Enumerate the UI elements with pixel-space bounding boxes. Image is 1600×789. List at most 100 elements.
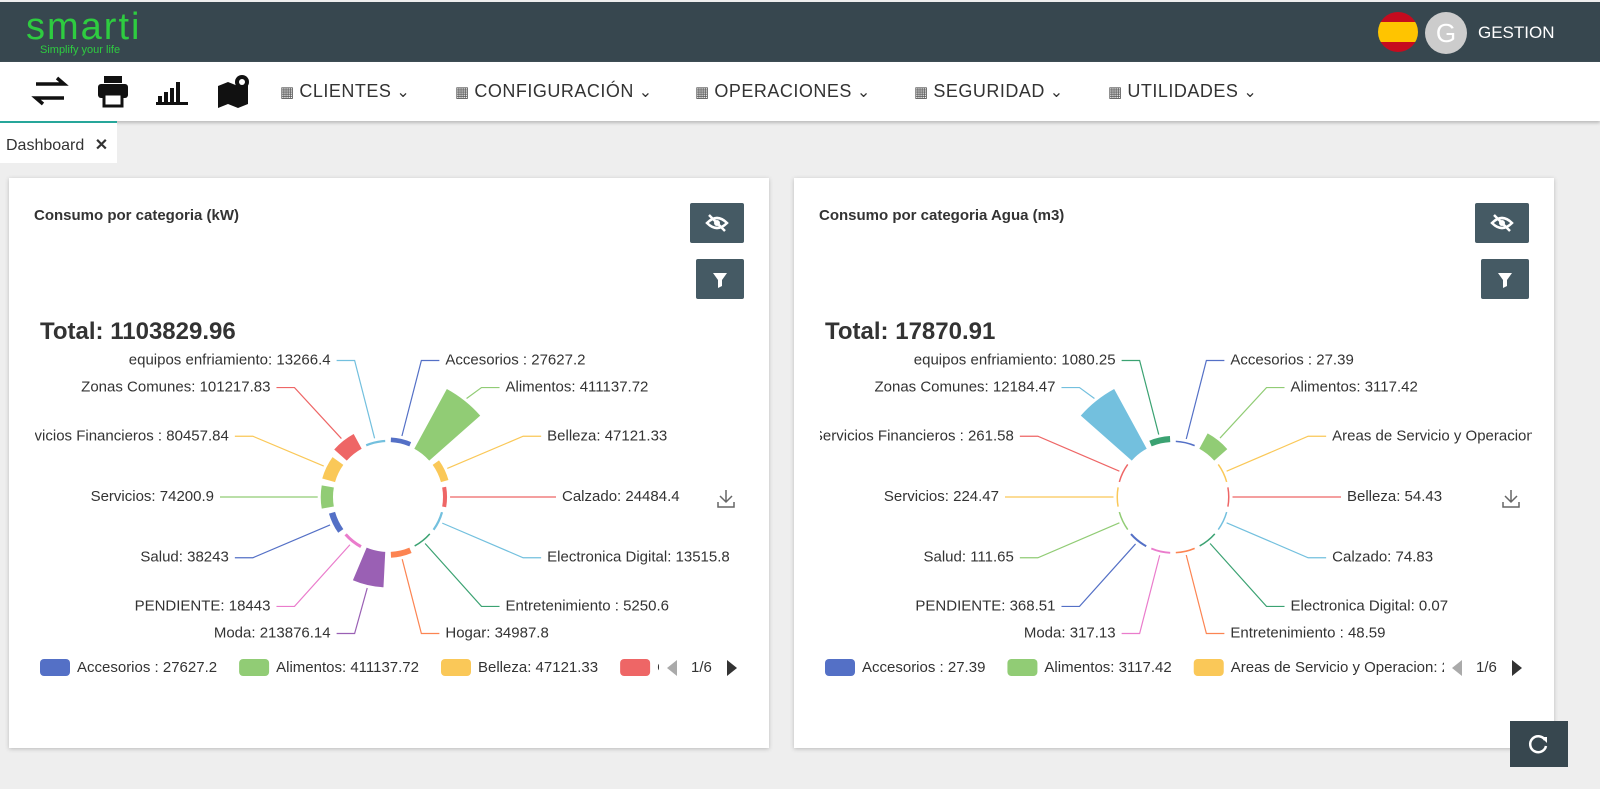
chart-title: Consumo por categoria (kW) <box>34 207 239 224</box>
leader-line <box>1185 554 1225 635</box>
tab[interactable]: Dashboard ✕ <box>0 121 117 163</box>
label-name: Zonas Comunes: <box>81 379 195 396</box>
language-flag[interactable] <box>1378 12 1418 52</box>
data-label: Belleza: 54.43 <box>1347 488 1442 505</box>
legend-name: Alimentos: <box>276 659 346 676</box>
map-icon[interactable] <box>218 75 249 108</box>
leader-line <box>1226 435 1327 472</box>
print-icon[interactable] <box>98 76 128 108</box>
label-name: Entretenimiento : <box>1230 624 1343 641</box>
legend-page: 1/6 <box>1476 659 1497 676</box>
data-label: Entretenimiento : 5250.6 <box>506 597 669 614</box>
legend-page: 1/6 <box>691 659 712 676</box>
menu-item[interactable]: ▦ OPERACIONES ⌄ <box>695 81 871 101</box>
filter-button[interactable] <box>696 259 744 299</box>
menu-item[interactable]: ▦ CLIENTES ⌄ <box>280 81 411 101</box>
data-label: Calzado: 24484.4 <box>562 488 680 505</box>
label-value: 0.07 <box>1419 597 1448 614</box>
label-name: equipos enfriamiento: <box>129 351 272 368</box>
leader-line <box>1219 386 1285 439</box>
label-value: 54.43 <box>1405 488 1443 505</box>
label-name: Servicios: <box>91 488 156 505</box>
rose-slice <box>432 460 449 483</box>
chart-title: Consumo por categoria Agua (m3) <box>819 207 1064 224</box>
leader-line <box>442 522 542 559</box>
total-label: Total: <box>825 318 889 345</box>
menu-label: UTILIDADES <box>1127 81 1239 101</box>
label-name: Moda: <box>214 624 256 641</box>
label-value: 74200.9 <box>160 488 214 505</box>
total: Total: 1103829.96 <box>40 318 236 345</box>
label-name: Belleza: <box>1347 488 1400 505</box>
rose-slice <box>414 533 431 547</box>
legend-swatch <box>40 659 70 676</box>
legend-next[interactable] <box>1512 660 1522 676</box>
rose-slice <box>1080 388 1147 461</box>
rose-slice <box>1150 547 1171 554</box>
legend: Accesorios : 27627.2 Alimentos: 411137.72… <box>40 659 769 676</box>
leader-line <box>276 386 342 439</box>
total: Total: 17870.91 <box>825 318 995 345</box>
leader-line <box>234 524 331 559</box>
swap-icon[interactable] <box>31 76 69 106</box>
menu-item[interactable]: ▦ UTILIDADES ⌄ <box>1108 81 1258 101</box>
label-name: Alimentos: <box>1291 379 1361 396</box>
label-name: PENDIENTE: <box>915 597 1005 614</box>
data-label: Areas de Servicio y Operacion: 20 <box>1332 427 1554 444</box>
data-label: Hogar: 34987.8 <box>445 624 548 641</box>
data-label: Servicios Financieros : 261.58 <box>813 427 1014 444</box>
label-name: Servicios Financieros : <box>11 427 162 444</box>
legend-value: 27.39 <box>948 659 986 676</box>
legend-swatch <box>239 659 270 676</box>
download-icon <box>1502 490 1520 508</box>
hide-button[interactable] <box>1475 203 1529 243</box>
leader-line <box>336 359 376 439</box>
legend-name: Belleza: <box>478 659 531 676</box>
legend-next[interactable] <box>727 660 737 676</box>
label-name: Moda: <box>1024 624 1066 641</box>
data-label: Zonas Comunes: 101217.83 <box>81 379 270 396</box>
menu-item[interactable]: ▦ CONFIGURACIÓN ⌄ <box>455 81 653 101</box>
rose-slice <box>1175 440 1195 447</box>
avatar[interactable]: G <box>1425 12 1467 54</box>
label-value: 111.65 <box>970 549 1014 566</box>
chart-icon[interactable] <box>156 82 188 105</box>
label-name: Servicios: <box>884 488 949 505</box>
label-value: 213876.14 <box>260 624 331 641</box>
data-label: PENDIENTE: 368.51 <box>915 597 1055 614</box>
chart-card: Consumo por categoria Agua (m3) Total: 17… <box>794 178 1554 748</box>
legend-value: 27627.2 <box>163 659 217 676</box>
leader-line <box>234 435 324 467</box>
tab-label: Dashboard <box>6 137 85 154</box>
data-label: Moda: 213876.14 <box>214 624 331 641</box>
data-label: Servicios: 224.47 <box>884 488 999 505</box>
filter-button[interactable] <box>1481 259 1529 299</box>
label-name: Accesorios : <box>1230 351 1312 368</box>
rose-slice <box>1116 487 1119 507</box>
rose-slice <box>334 434 362 461</box>
leader-line <box>1061 386 1095 399</box>
logo[interactable]: smarti <box>26 6 142 48</box>
legend-prev[interactable] <box>1452 660 1462 676</box>
label-value: 24484.4 <box>625 488 679 505</box>
rose-slice <box>432 511 444 531</box>
leader-line <box>276 544 351 608</box>
leader-line <box>1121 359 1160 435</box>
label-value: 20 <box>1543 427 1554 444</box>
menu-label: OPERACIONES <box>714 81 852 101</box>
rose-slice <box>344 533 362 548</box>
label-name: Areas de Servicio y Operacion: <box>1332 427 1539 444</box>
user-name[interactable]: GESTION <box>1478 23 1555 42</box>
menu-item[interactable]: ▦ SEGURIDAD ⌄ <box>914 81 1064 101</box>
data-label: Belleza: 47121.33 <box>547 427 667 444</box>
label-value: 1080.25 <box>1061 351 1115 368</box>
refresh-button[interactable] <box>1510 721 1568 767</box>
rose-slice <box>1175 547 1195 554</box>
legend-label: Calzado: 24484.4 <box>657 659 769 676</box>
data-label: Accesorios : 27627.2 <box>445 351 585 368</box>
legend-prev[interactable] <box>667 660 677 676</box>
rose-slice <box>1149 436 1171 447</box>
rose-slice <box>1118 464 1129 483</box>
rose-slice <box>390 547 412 558</box>
hide-button[interactable] <box>690 203 744 243</box>
